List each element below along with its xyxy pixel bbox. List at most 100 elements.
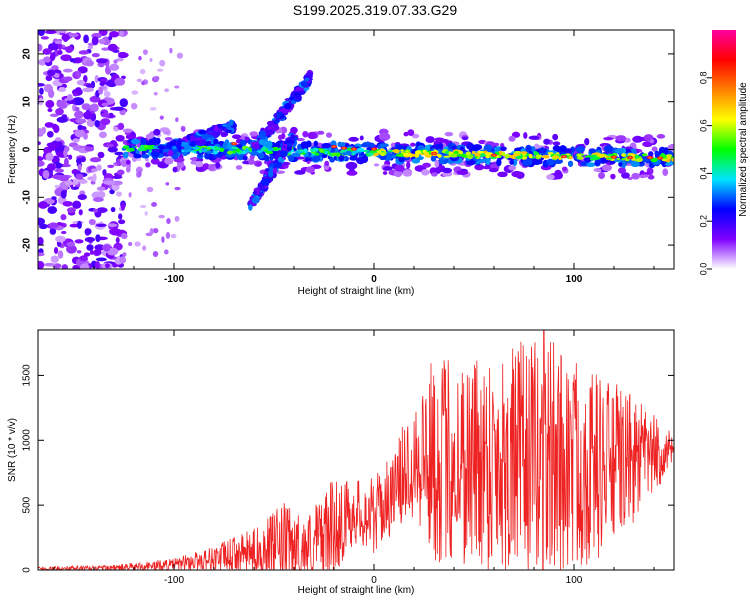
noise-blob [84,146,95,152]
noise-blob [166,217,171,225]
noise-blob [87,45,93,50]
trace-halo [378,132,391,141]
noise-blob [55,161,61,169]
trace-center [206,147,212,150]
y-tick-label: 20 [22,48,33,60]
trace-halo [382,166,393,171]
trace-center [335,152,341,157]
trace-halo [639,174,650,178]
trace-halo [348,136,359,142]
trace-halo [598,172,606,180]
trace-halo [425,136,435,143]
trace-center [345,150,352,155]
trace-core [537,158,543,165]
branch-blob [248,204,253,211]
trace-center [232,149,236,154]
trace-center [198,149,203,153]
noise-blob [139,204,147,209]
branch-blob [285,140,292,144]
noise-blob [136,166,143,173]
trace-halo [189,157,198,161]
noise-blob [95,223,107,228]
spectrogram-blobs [38,30,674,269]
trace-center [248,147,253,151]
x-tick-label: -100 [164,274,184,285]
trace-core [654,150,660,157]
noise-blob [38,43,43,52]
branch-blob [168,142,177,147]
trace-core [140,137,147,146]
noise-blob [62,200,73,207]
noise-blob [113,59,118,64]
branch-blob [304,77,310,82]
trace-halo [667,143,674,152]
trace-halo [442,167,453,174]
trace-halo [552,141,561,146]
trace-hotspot [612,156,616,159]
trace-halo [656,134,666,139]
branch-blob [300,81,308,88]
noise-blob [81,103,91,111]
noise-blob [76,250,82,254]
noise-blob [55,151,65,156]
noise-blob [71,169,79,175]
trace-center [437,154,442,158]
trace-hotspot [342,147,346,149]
noise-blob [100,78,108,82]
trace-core [567,160,574,167]
trace-halo [434,159,440,168]
trace-halo [346,170,358,176]
branch-blob [213,125,219,132]
trace-center [137,147,145,152]
noise-blob [49,227,57,235]
noise-blob [145,157,149,162]
noise-blob [98,86,104,95]
trace-hotspot [628,156,632,159]
branch-blob [283,103,292,110]
y-tick-label: 0 [22,567,33,573]
trace-center [512,153,520,157]
noise-blob [67,33,79,38]
trace-center [152,145,158,148]
noise-blob [76,79,86,86]
branch-blob [189,135,196,142]
trace-core [424,144,431,151]
trace-halo [249,131,258,137]
trace-center [479,153,486,158]
noise-blob [110,206,116,213]
noise-blob [75,70,82,78]
noise-blob [83,111,93,120]
trace-core [648,151,654,157]
noise-blob [118,219,126,225]
trace-halo [215,161,221,169]
trace-halo [302,130,309,138]
noise-blob [77,124,83,131]
trace-center [200,145,209,148]
noise-blob [55,137,62,142]
trace-halo [145,162,151,168]
colorbar: 0.0 0.2 0.4 0.6 0.8 Normalized spectral ampli… [698,30,749,275]
noise-blob [96,186,106,191]
noise-blob [91,191,103,199]
trace-core [443,158,449,163]
branch-blob [276,113,281,120]
noise-blob [159,59,166,67]
trace-center [122,145,130,149]
trace-halo [546,174,555,180]
noise-blob [116,57,124,62]
noise-blob [83,252,91,257]
trace-halo [122,128,133,133]
trace-halo [511,170,523,178]
noise-blob [72,200,82,209]
trace-core [305,140,312,148]
trace-halo [601,164,612,172]
noise-blob [108,112,114,118]
trace-halo [603,136,614,141]
trace-halo [651,146,658,152]
trace-core [552,145,561,152]
noise-blob [98,131,107,139]
trace-halo [554,171,563,180]
noise-blob [57,250,64,259]
noise-blob [66,94,73,101]
